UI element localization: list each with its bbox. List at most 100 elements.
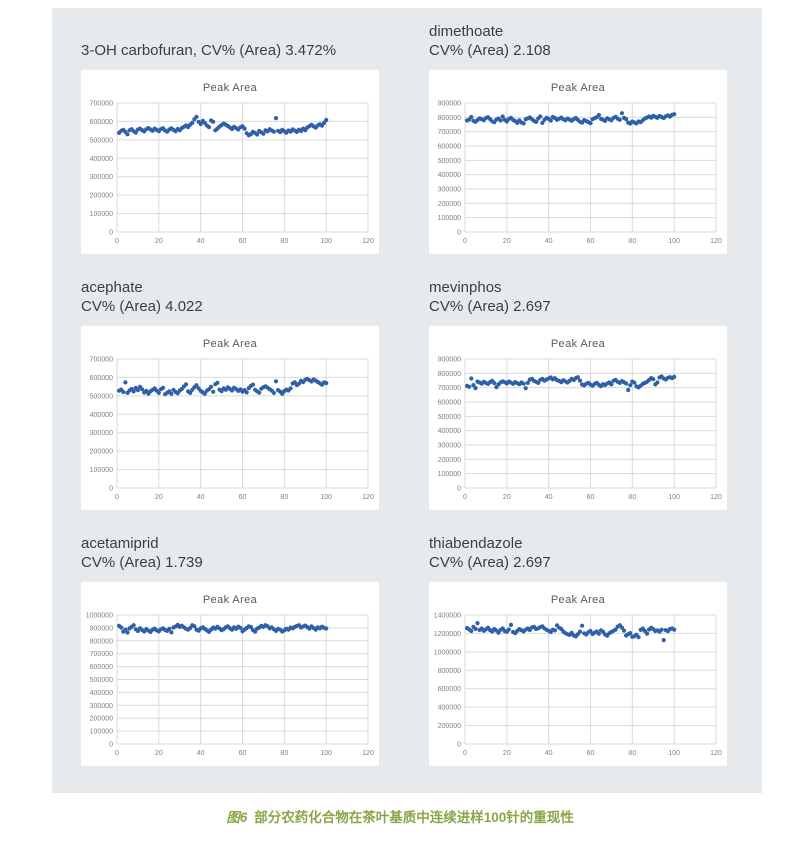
svg-text:400000: 400000 — [90, 412, 113, 419]
scatter-plot-svg: 0 200000 400000 600000 800000 1000000 1200000 1… — [434, 594, 722, 757]
svg-text:400000: 400000 — [438, 172, 461, 179]
svg-text:400000: 400000 — [438, 705, 461, 712]
svg-text:40: 40 — [545, 750, 553, 757]
svg-text:500000: 500000 — [90, 393, 113, 400]
compound-heading: acetamiprid CV% (Area) 1.739 — [81, 535, 379, 572]
svg-text:400000: 400000 — [90, 690, 113, 697]
svg-text:80: 80 — [628, 750, 636, 757]
chart-cell-thiabendazole: thiabendazole CV% (Area) 2.697 0 200000 40… — [429, 535, 727, 766]
svg-text:0: 0 — [463, 238, 467, 245]
svg-text:120: 120 — [362, 750, 374, 757]
svg-text:0: 0 — [463, 750, 467, 757]
svg-text:0: 0 — [457, 230, 461, 237]
svg-text:120: 120 — [710, 750, 722, 757]
svg-text:100: 100 — [668, 494, 680, 501]
svg-text:20: 20 — [503, 238, 511, 245]
svg-text:1000000: 1000000 — [434, 649, 461, 656]
svg-text:0: 0 — [457, 486, 461, 493]
peak-area-chart-mevinphos: 0 100000 200000 300000 400000 500000 600000 700… — [429, 326, 727, 510]
peak-area-chart-acephate: 0 100000 200000 300000 400000 500000 600000 700… — [81, 326, 379, 510]
svg-text:900000: 900000 — [90, 625, 113, 632]
svg-text:20: 20 — [155, 238, 163, 245]
svg-text:100: 100 — [320, 750, 332, 757]
svg-text:500000: 500000 — [438, 414, 461, 421]
svg-text:700000: 700000 — [90, 101, 113, 108]
svg-text:300000: 300000 — [90, 430, 113, 437]
svg-text:800000: 800000 — [438, 668, 461, 675]
svg-text:40: 40 — [197, 238, 205, 245]
compound-cv-value: CV% (Area) 2.697 — [429, 298, 551, 315]
svg-text:60: 60 — [239, 494, 247, 501]
svg-text:300000: 300000 — [438, 443, 461, 450]
svg-text:300000: 300000 — [438, 187, 461, 194]
svg-text:40: 40 — [197, 494, 205, 501]
svg-text:100: 100 — [320, 238, 332, 245]
svg-text:Peak Area: Peak Area — [551, 338, 606, 350]
compound-cv-value: CV% (Area) 2.108 — [429, 42, 551, 59]
peak-area-chart-thiabendazole: 0 200000 400000 600000 800000 1000000 1200000 1… — [429, 582, 727, 766]
svg-text:500000: 500000 — [90, 677, 113, 684]
compound-name: dimethoate — [429, 23, 504, 40]
svg-text:300000: 300000 — [90, 703, 113, 710]
svg-text:100: 100 — [320, 494, 332, 501]
compound-cv-value: CV% (Area) 1.739 — [81, 554, 203, 571]
svg-text:80: 80 — [280, 238, 288, 245]
svg-text:Peak Area: Peak Area — [551, 82, 606, 94]
svg-text:600000: 600000 — [438, 144, 461, 151]
svg-text:200000: 200000 — [438, 723, 461, 730]
svg-text:0: 0 — [463, 494, 467, 501]
svg-text:100000: 100000 — [90, 211, 113, 218]
svg-text:100: 100 — [668, 750, 680, 757]
compound-heading: thiabendazole CV% (Area) 2.697 — [429, 535, 727, 572]
figure-number: 图6 — [226, 810, 248, 825]
svg-text:600000: 600000 — [438, 686, 461, 693]
svg-text:600000: 600000 — [90, 664, 113, 671]
svg-text:60: 60 — [587, 750, 595, 757]
svg-text:200000: 200000 — [90, 716, 113, 723]
chart-cell-dimethoate: dimethoate CV% (Area) 2.108 0 100000 20000… — [429, 23, 727, 254]
svg-text:80: 80 — [628, 238, 636, 245]
figure-caption-text: 部分农药化合物在茶叶基质中连续进样100针的重现性 — [254, 810, 574, 825]
peak-area-chart-3oh-carbofuran: 0 100000 200000 300000 400000 500000 600000 700… — [81, 70, 379, 254]
svg-text:900000: 900000 — [438, 101, 461, 108]
svg-text:0: 0 — [457, 742, 461, 749]
svg-text:500000: 500000 — [438, 158, 461, 165]
compound-cv-value: CV% (Area) 4.022 — [81, 298, 203, 315]
svg-text:1200000: 1200000 — [434, 631, 461, 638]
svg-text:100000: 100000 — [90, 467, 113, 474]
svg-text:100000: 100000 — [90, 729, 113, 736]
chart-cell-acephate: acephate CV% (Area) 4.022 0 100000 200000 3… — [81, 279, 379, 510]
chart-cell-3oh-carbofuran: 3-OH carbofuran, CV% (Area) 3.472% 0 1000… — [81, 24, 379, 254]
svg-text:80: 80 — [628, 494, 636, 501]
svg-text:600000: 600000 — [90, 119, 113, 126]
svg-text:20: 20 — [503, 750, 511, 757]
svg-text:40: 40 — [545, 494, 553, 501]
compound-name: acetamiprid — [81, 535, 159, 552]
svg-text:0: 0 — [109, 486, 113, 493]
compound-heading: mevinphos CV% (Area) 2.697 — [429, 279, 727, 316]
svg-text:400000: 400000 — [90, 156, 113, 163]
chart-cell-acetamiprid: acetamiprid CV% (Area) 1.739 0 100000 2000… — [81, 535, 379, 766]
compound-name-and-cv: 3-OH carbofuran, CV% (Area) 3.472% — [81, 42, 337, 59]
scatter-plot-svg: 0 100000 200000 300000 400000 500000 600000 700… — [438, 338, 722, 501]
svg-text:Peak Area: Peak Area — [203, 82, 258, 94]
peak-area-chart-acetamiprid: 0 100000 200000 300000 400000 500000 600000 700… — [81, 582, 379, 766]
svg-text:40: 40 — [197, 750, 205, 757]
svg-text:600000: 600000 — [90, 375, 113, 382]
svg-text:120: 120 — [710, 238, 722, 245]
svg-text:40: 40 — [545, 238, 553, 245]
figure-caption: 图6 部分农药化合物在茶叶基质中连续进样100针的重现性 — [0, 806, 800, 826]
svg-text:100000: 100000 — [438, 471, 461, 478]
svg-text:60: 60 — [587, 238, 595, 245]
svg-text:120: 120 — [362, 494, 374, 501]
svg-text:800000: 800000 — [438, 115, 461, 122]
compound-heading: 3-OH carbofuran, CV% (Area) 3.472% — [81, 24, 379, 60]
svg-text:60: 60 — [587, 494, 595, 501]
svg-text:1400000: 1400000 — [434, 613, 461, 620]
figure-panel: 3-OH carbofuran, CV% (Area) 3.472% 0 1000… — [52, 8, 762, 793]
svg-text:100000: 100000 — [438, 215, 461, 222]
svg-text:0: 0 — [109, 230, 113, 237]
svg-text:200000: 200000 — [90, 193, 113, 200]
peak-area-chart-dimethoate: 0 100000 200000 300000 400000 500000 600000 700… — [429, 70, 727, 254]
scatter-plot-svg: 0 100000 200000 300000 400000 500000 600000 700… — [90, 338, 374, 501]
